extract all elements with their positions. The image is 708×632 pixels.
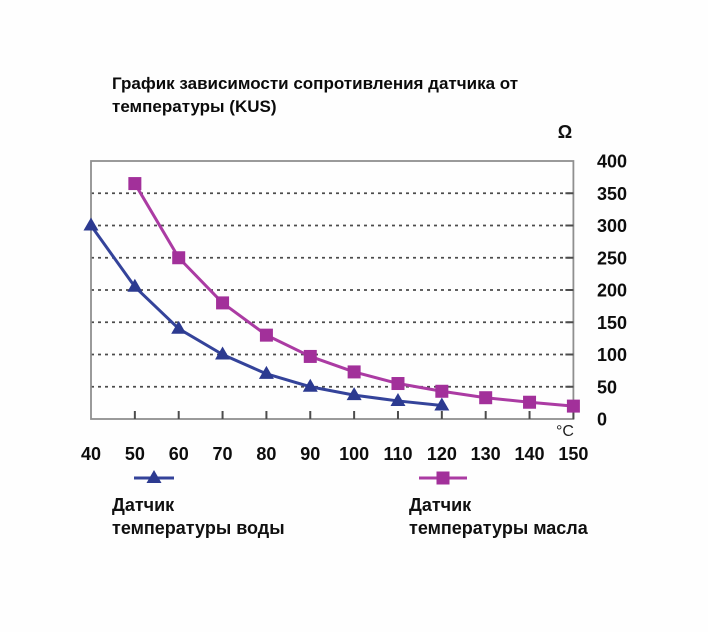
legend-oil-label-line1: Датчик (409, 495, 472, 515)
water-series-marker (302, 378, 318, 392)
water-series-marker (171, 320, 187, 334)
oil-series-legend-marker-icon (419, 471, 467, 485)
oil-series-marker (128, 177, 142, 191)
y-tick-label: 0 (597, 410, 607, 430)
y-axis-unit-label: Ω (557, 122, 573, 142)
oil-series-marker (303, 349, 317, 363)
y-tick-label: 250 (597, 248, 627, 268)
x-axis-unit-label: °C (556, 423, 574, 440)
legend-oil-label: Датчик температуры масла (409, 494, 588, 540)
legend-marker (146, 470, 162, 483)
water-series-marker (346, 387, 362, 401)
legend-marker (436, 471, 450, 485)
y-tick-label: 50 (597, 377, 617, 397)
y-tick-label: 400 (597, 152, 627, 172)
x-tick-label: 120 (427, 444, 457, 464)
legend-water-label-line1: Датчик (112, 495, 175, 515)
oil-series-marker (479, 391, 493, 405)
x-tick-label: 40 (81, 444, 101, 464)
legend-oil: Датчик температуры масла (409, 470, 588, 540)
oil-series-marker (435, 384, 449, 398)
x-tick-label: 150 (558, 444, 588, 464)
x-tick-label: 60 (169, 444, 189, 464)
oil-series-marker (172, 251, 186, 265)
chart-title-line1: График зависимости сопротивления датчика… (112, 74, 519, 93)
water-series-marker (390, 392, 406, 406)
x-tick-label: 110 (383, 444, 412, 464)
x-tick-label: 50 (125, 444, 145, 464)
oil-series-marker (347, 365, 361, 379)
legend-water-label-line2: температуры воды (112, 518, 285, 538)
legend-water: Датчик температуры воды (112, 470, 285, 540)
water-series-marker (258, 365, 274, 379)
oil-series-marker (391, 377, 405, 391)
water-series-marker (127, 278, 143, 292)
x-tick-label: 80 (256, 444, 276, 464)
y-tick-label: 100 (597, 345, 627, 365)
x-tick-label: 70 (213, 444, 233, 464)
chart-title: График зависимости сопротивления датчика… (112, 72, 612, 118)
x-tick-label: 100 (339, 444, 369, 464)
x-tick-label: 130 (471, 444, 501, 464)
oil-series-marker (523, 395, 537, 409)
water-series-marker (215, 346, 231, 360)
y-tick-label: 300 (597, 216, 627, 236)
water-series-marker (83, 217, 99, 231)
legend-water-label: Датчик температуры воды (112, 494, 285, 540)
x-tick-label: 140 (515, 444, 545, 464)
y-tick-label: 150 (597, 313, 627, 333)
oil-series-marker (566, 399, 580, 413)
y-tick-label: 200 (597, 281, 627, 301)
chart-title-line2: температуры (KUS) (112, 97, 277, 116)
y-tick-label: 350 (597, 184, 627, 204)
oil-series-marker (216, 296, 230, 310)
x-tick-label: 90 (300, 444, 320, 464)
water-series-marker (434, 397, 450, 411)
water-series-legend-marker-icon (134, 470, 174, 483)
legend-oil-label-line2: температуры масла (409, 518, 588, 538)
oil-series-marker (259, 328, 273, 342)
